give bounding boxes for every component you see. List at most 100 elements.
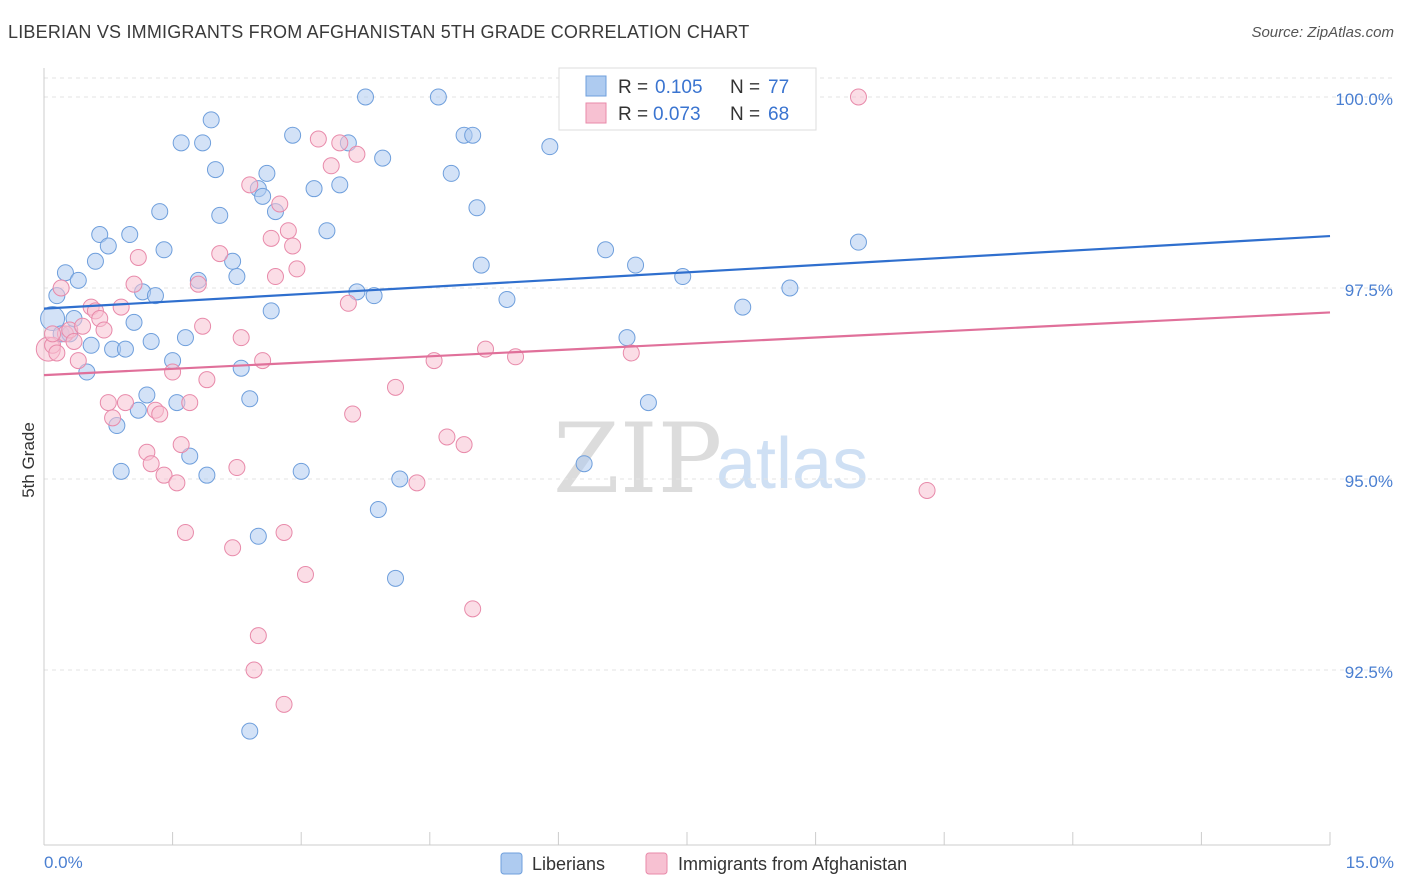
point-liberians bbox=[142, 332, 160, 350]
point-liberians bbox=[541, 138, 559, 156]
stats-legend: R = 0.105 N = 77 R = 0.073 N = 68 bbox=[558, 67, 817, 131]
point-afghanistan bbox=[189, 275, 207, 293]
point-afghanistan bbox=[232, 329, 250, 347]
point-afghanistan bbox=[104, 409, 122, 427]
point-liberians bbox=[99, 237, 117, 255]
point-afghanistan bbox=[52, 279, 70, 297]
point-afghanistan bbox=[331, 134, 349, 152]
legend-n-label: N = bbox=[730, 104, 760, 125]
point-liberians bbox=[241, 722, 259, 740]
point-afghanistan bbox=[69, 352, 87, 370]
point-afghanistan bbox=[48, 344, 66, 362]
legend-n-label: N = bbox=[730, 77, 760, 98]
point-afghanistan bbox=[228, 459, 246, 477]
point-afghanistan bbox=[65, 332, 83, 350]
y-tick-label: 95.0% bbox=[1345, 472, 1393, 491]
point-liberians bbox=[464, 126, 482, 144]
point-liberians bbox=[241, 390, 259, 408]
point-liberians bbox=[176, 329, 194, 347]
point-afghanistan bbox=[254, 352, 272, 370]
point-afghanistan bbox=[348, 145, 366, 163]
point-liberians bbox=[69, 271, 87, 289]
point-liberians bbox=[146, 287, 164, 305]
point-afghanistan bbox=[44, 325, 62, 343]
point-afghanistan bbox=[99, 394, 117, 412]
point-liberians bbox=[228, 268, 246, 286]
trend-line-afghanistan bbox=[43, 311, 1331, 377]
chart-title: LIBERIAN VS IMMIGRANTS FROM AFGHANISTAN … bbox=[8, 22, 750, 42]
trend-lines bbox=[43, 234, 1331, 377]
bottom-legend-liberians: Liberians bbox=[532, 854, 605, 874]
point-afghanistan bbox=[271, 195, 289, 213]
point-afghanistan bbox=[309, 130, 327, 148]
point-liberians bbox=[498, 290, 516, 308]
y-tick-label: 100.0% bbox=[1335, 90, 1393, 109]
point-afghanistan bbox=[275, 695, 293, 713]
point-afghanistan bbox=[74, 317, 92, 335]
point-afghanistan bbox=[181, 394, 199, 412]
point-afghanistan bbox=[249, 627, 267, 645]
bottom-legend: Liberians Immigrants from Afghanistan bbox=[500, 852, 907, 875]
point-afghanistan bbox=[129, 248, 147, 266]
point-afghanistan bbox=[194, 317, 212, 335]
point-liberians bbox=[198, 466, 216, 484]
point-afghanistan bbox=[918, 481, 936, 499]
series-afghanistan bbox=[35, 88, 936, 713]
point-liberians bbox=[597, 241, 615, 259]
point-liberians bbox=[254, 187, 272, 205]
y-axis-label: 5th Grade bbox=[19, 422, 38, 498]
point-liberians bbox=[121, 226, 139, 244]
point-afghanistan bbox=[438, 428, 456, 446]
point-afghanistan bbox=[296, 566, 314, 583]
point-afghanistan bbox=[155, 466, 173, 484]
point-liberians bbox=[429, 88, 447, 106]
point-liberians bbox=[258, 164, 276, 182]
point-liberians bbox=[575, 455, 593, 473]
point-afghanistan bbox=[164, 363, 182, 381]
point-afghanistan bbox=[224, 539, 242, 557]
point-liberians bbox=[305, 180, 323, 198]
bottom-legend-swatch-pink bbox=[645, 852, 668, 875]
bottom-legend-swatch-blue bbox=[500, 852, 523, 875]
legend-r-value-pink: 0.073 bbox=[653, 104, 701, 125]
legend-n-value-pink: 68 bbox=[768, 104, 789, 125]
point-liberians bbox=[639, 394, 657, 412]
point-liberians bbox=[194, 134, 212, 152]
bottom-legend-afghanistan: Immigrants from Afghanistan bbox=[678, 854, 907, 874]
point-afghanistan bbox=[116, 394, 134, 412]
point-afghanistan bbox=[245, 661, 263, 679]
source-label: Source: ZipAtlas.com bbox=[1251, 24, 1394, 41]
point-afghanistan bbox=[241, 176, 259, 194]
point-liberians bbox=[627, 256, 645, 274]
trend-line-liberians bbox=[43, 234, 1331, 310]
point-liberians bbox=[391, 470, 409, 488]
point-liberians bbox=[112, 462, 130, 480]
point-liberians bbox=[125, 313, 143, 331]
point-afghanistan bbox=[275, 523, 293, 541]
point-afghanistan bbox=[198, 371, 216, 389]
point-liberians bbox=[116, 340, 134, 358]
point-afghanistan bbox=[279, 222, 297, 240]
point-afghanistan bbox=[622, 344, 640, 362]
point-liberians bbox=[387, 569, 405, 587]
point-afghanistan bbox=[95, 321, 113, 339]
y-tick-label: 97.5% bbox=[1345, 281, 1393, 300]
legend-r-value-blue: 0.105 bbox=[655, 77, 703, 98]
point-afghanistan bbox=[344, 405, 362, 423]
point-liberians bbox=[734, 298, 752, 316]
point-afghanistan bbox=[142, 455, 160, 473]
point-liberians bbox=[781, 279, 799, 297]
point-afghanistan bbox=[211, 245, 229, 263]
point-liberians bbox=[674, 268, 692, 286]
point-liberians bbox=[202, 111, 220, 129]
point-liberians bbox=[181, 447, 199, 465]
point-liberians bbox=[468, 199, 486, 217]
point-afghanistan bbox=[176, 523, 194, 541]
point-liberians bbox=[472, 256, 490, 274]
point-afghanistan bbox=[455, 436, 473, 454]
point-liberians bbox=[331, 176, 349, 194]
point-liberians bbox=[86, 252, 104, 270]
y-tick-label: 92.5% bbox=[1345, 663, 1393, 682]
point-liberians bbox=[129, 401, 147, 419]
point-afghanistan bbox=[322, 157, 340, 175]
